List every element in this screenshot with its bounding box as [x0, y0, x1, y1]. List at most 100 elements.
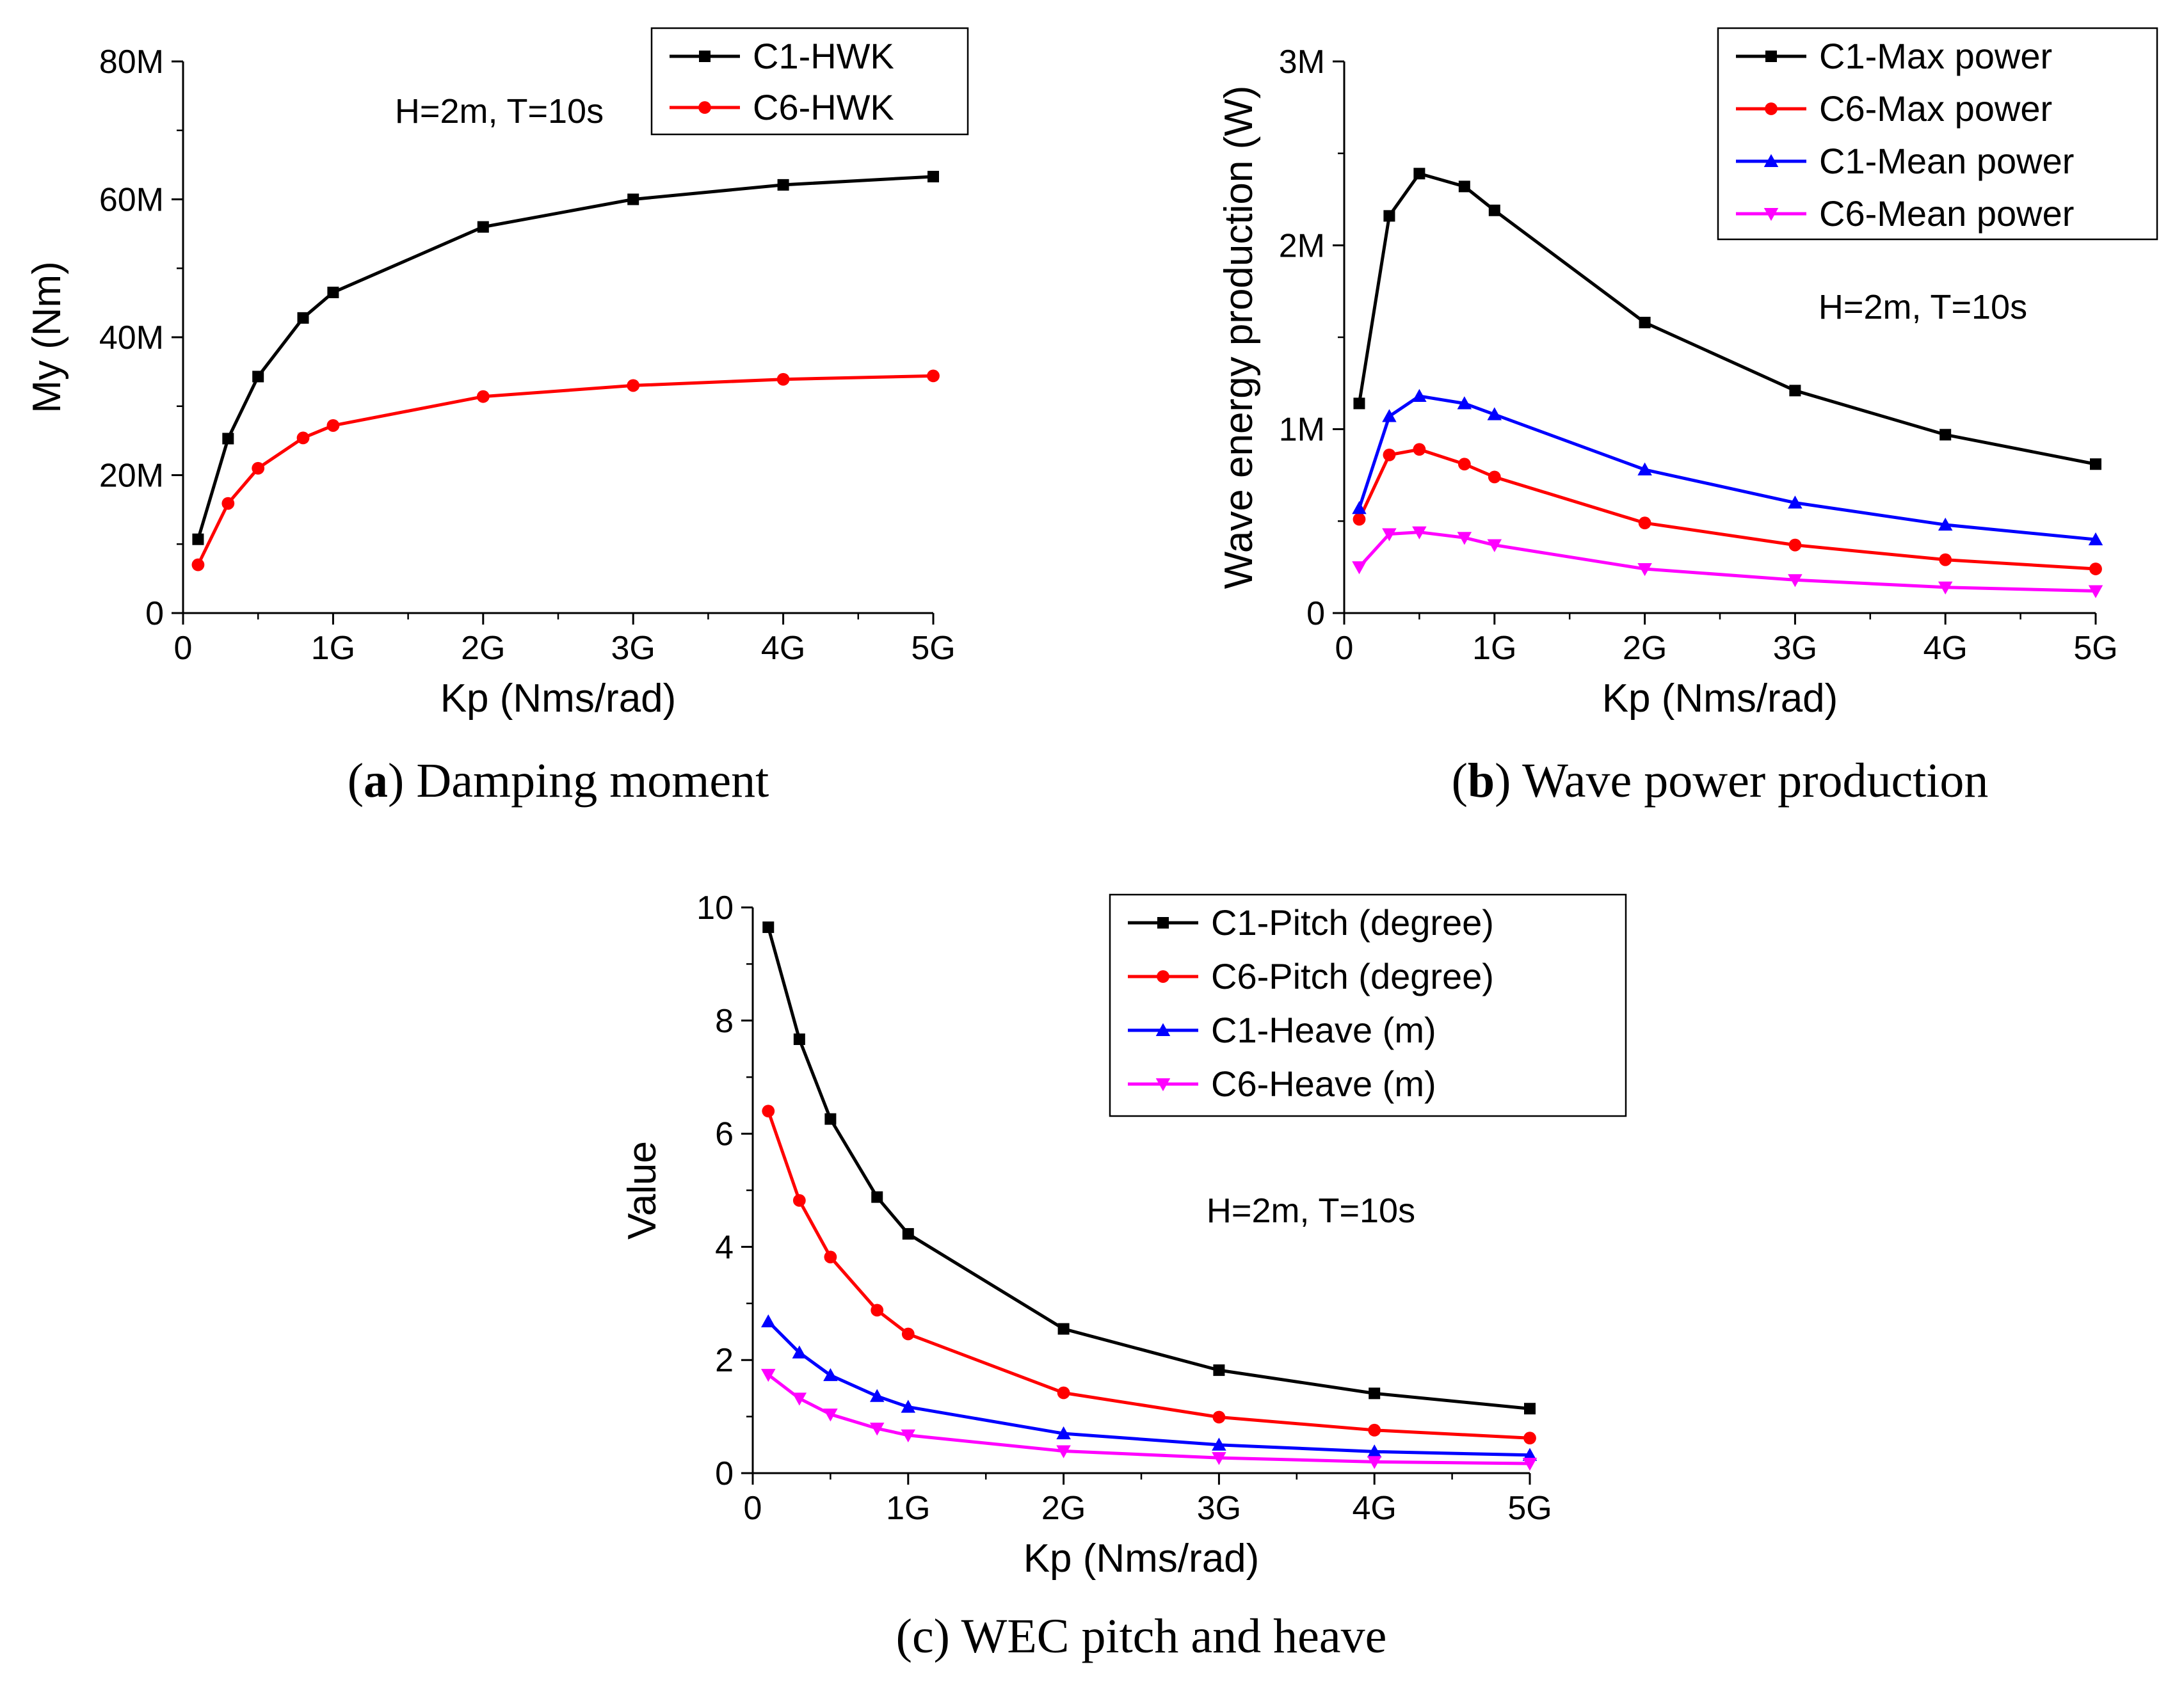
- legend-label: C6-Pitch (degree): [1211, 956, 1494, 996]
- data-point: [1352, 500, 1367, 515]
- x-tick-label: 2G: [461, 630, 505, 667]
- data-point: [1457, 396, 1472, 410]
- data-point: [1413, 443, 1426, 456]
- series-c6-hwk: [191, 369, 940, 571]
- data-point: [823, 1409, 838, 1422]
- data-point: [326, 419, 340, 432]
- legend-marker: [699, 51, 711, 62]
- series-c1-pitch-degree: [762, 921, 1536, 1415]
- data-point: [296, 431, 310, 445]
- data-point: [1487, 407, 1502, 420]
- annotation-text: H=2m, T=10s: [1207, 1192, 1415, 1230]
- data-point: [252, 461, 265, 475]
- x-tick-label: 0: [174, 630, 193, 667]
- y-tick-label: 8: [715, 1003, 734, 1040]
- data-point: [1352, 561, 1367, 575]
- data-point: [871, 1191, 883, 1203]
- data-point: [327, 286, 339, 298]
- data-point: [1939, 429, 1952, 441]
- y-axis-label: My (Nm): [25, 261, 69, 413]
- x-tick-label: 5G: [2073, 630, 2117, 667]
- data-point: [901, 1327, 915, 1341]
- data-point: [627, 379, 640, 392]
- legend-box: [650, 27, 969, 136]
- annotation-text: H=2m, T=10s: [395, 92, 604, 131]
- data-point: [777, 179, 789, 191]
- legend-label: C6-Mean power: [1819, 193, 2074, 234]
- panel-caption: (a) Damping moment: [348, 754, 769, 808]
- y-axis-label: Wave energy production (W): [1217, 86, 1261, 589]
- x-tick-label: 4G: [1923, 630, 1968, 667]
- data-point: [477, 221, 489, 233]
- y-tick-label: 0: [1306, 595, 1325, 632]
- data-point: [901, 1429, 916, 1443]
- data-point: [1457, 532, 1472, 545]
- data-point: [1413, 168, 1425, 180]
- data-point: [1938, 581, 1953, 595]
- data-point: [762, 921, 775, 933]
- data-point: [901, 1400, 916, 1413]
- series-line: [766, 1110, 1530, 1440]
- data-point: [1212, 1437, 1226, 1451]
- data-point: [191, 558, 205, 571]
- legend-marker: [1765, 102, 1778, 115]
- data-point: [1353, 397, 1365, 410]
- y-tick-label: 2M: [1279, 227, 1325, 264]
- x-tick-label: 5G: [911, 630, 955, 667]
- annotation-text: H=2m, T=10s: [1819, 288, 2027, 326]
- data-point: [297, 312, 309, 324]
- legend-box: [1109, 893, 1627, 1117]
- legend-label: C6-Max power: [1819, 88, 2052, 129]
- legend: C1-Pitch (degree) C6-Pitch (degree) C1-Hea…: [1109, 893, 1627, 1117]
- data-point: [1522, 1448, 1538, 1461]
- data-point: [1458, 180, 1470, 193]
- data-point: [2088, 585, 2103, 598]
- data-point: [824, 1250, 837, 1264]
- data-point: [1938, 517, 1953, 531]
- y-tick-label: 80M: [99, 44, 164, 81]
- legend-label: C1-Heave (m): [1211, 1010, 1436, 1050]
- x-tick-label: 0: [1335, 630, 1354, 667]
- legend-marker: [1765, 51, 1777, 62]
- x-tick-label: 1G: [886, 1490, 930, 1527]
- y-tick-label: 40M: [99, 319, 164, 356]
- y-tick-label: 3M: [1279, 44, 1325, 81]
- data-point: [1488, 470, 1501, 484]
- data-point: [2089, 563, 2102, 575]
- data-point: [476, 390, 490, 403]
- legend-marker: [698, 101, 711, 114]
- series-line: [767, 1373, 1530, 1465]
- data-point: [1382, 409, 1397, 422]
- x-tick-label: 1G: [311, 630, 355, 667]
- data-point: [792, 1194, 806, 1207]
- data-point: [1638, 516, 1651, 530]
- data-point: [1382, 528, 1397, 541]
- x-tick-label: 2G: [1623, 630, 1667, 667]
- chart-panel-a: 0 1G 2G 3G 4G 5G 0 20M 40M 60M 80M Kp (Nms/rad) My (…: [25, 27, 969, 808]
- data-point: [1788, 574, 1803, 587]
- x-axis-label: Kp (Nms/rad): [1024, 1536, 1260, 1581]
- data-point: [1367, 1456, 1382, 1469]
- data-point: [1056, 1426, 1071, 1440]
- chart-panel-c: 0 1G 2G 3G 4G 5G 0 2 4 6 8 10 Kp (Nms/rad) Value H=2m,…: [620, 890, 1627, 1663]
- x-axis-label: Kp (Nms/rad): [1602, 676, 1838, 721]
- data-point: [1369, 1387, 1381, 1400]
- data-point: [1457, 458, 1471, 471]
- series-c6-pitch-degree: [762, 1105, 1536, 1445]
- series-c1-mean-power: [1352, 388, 2103, 546]
- y-tick-label: 60M: [99, 182, 164, 219]
- x-tick-label: 3G: [1197, 1490, 1241, 1527]
- y-tick-label: 1M: [1279, 411, 1325, 449]
- data-point: [927, 170, 939, 182]
- data-point: [252, 371, 264, 383]
- data-point: [627, 193, 639, 205]
- data-point: [1056, 1445, 1071, 1458]
- data-point: [869, 1389, 885, 1402]
- data-point: [2090, 458, 2101, 470]
- data-point: [221, 497, 235, 510]
- x-axis-label: Kp (Nms/rad): [440, 676, 677, 721]
- data-point: [793, 1033, 805, 1045]
- legend: C1-Max power C6-Max power C1-Mean power C6-…: [1717, 27, 2158, 241]
- x-tick-label: 4G: [1353, 1490, 1397, 1527]
- y-axis-label: Value: [620, 1141, 664, 1240]
